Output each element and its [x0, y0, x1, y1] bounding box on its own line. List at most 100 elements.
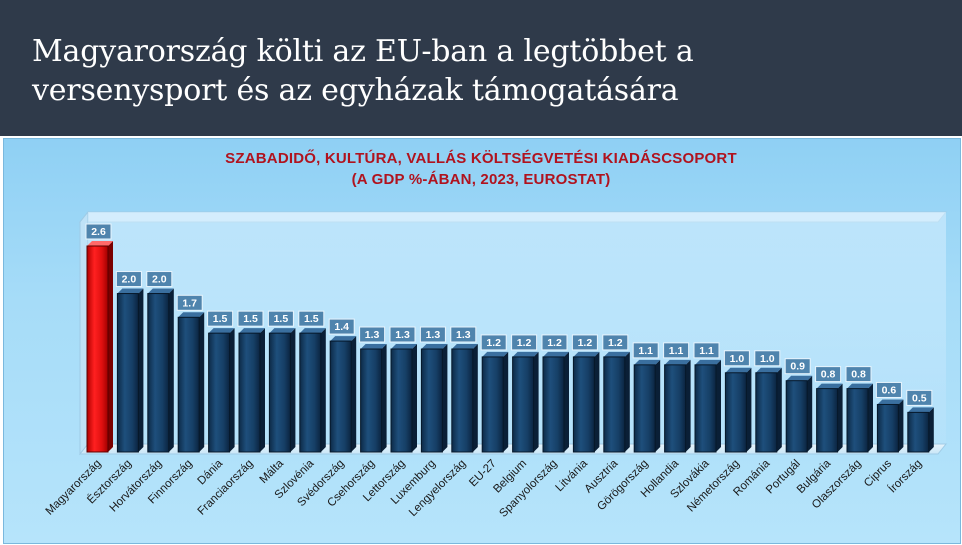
- value-label-box: [359, 326, 386, 343]
- value-label-box: [176, 294, 203, 311]
- value-label-text: 2.0: [152, 274, 167, 286]
- value-label-19: 1.1: [632, 342, 659, 359]
- value-label-box: [571, 334, 598, 351]
- value-label-text: 1.0: [730, 353, 745, 365]
- value-label-box: [754, 350, 781, 367]
- category-label-7: Málta: [258, 457, 287, 486]
- value-label-box: [237, 310, 264, 327]
- bar-side-face: [290, 328, 296, 452]
- value-label-24: 0.9: [784, 358, 811, 375]
- value-label-text: 1.5: [304, 313, 319, 325]
- value-label-box: [602, 334, 629, 351]
- value-label-text: 1.1: [699, 345, 714, 357]
- bar-front-face: [664, 364, 687, 453]
- bar-front-face: [451, 348, 474, 453]
- bar-top-face: [451, 344, 478, 349]
- bar-front-face: [208, 332, 231, 453]
- value-label-box: [784, 358, 811, 375]
- bar-top-face: [178, 312, 205, 318]
- value-label-text: 1.2: [547, 337, 562, 349]
- bar-side-face: [716, 359, 721, 452]
- value-label-10: 1.3: [359, 326, 386, 343]
- value-label-17: 1.2: [571, 334, 598, 351]
- bar-top-face: [664, 359, 691, 365]
- value-label-2: 2.0: [115, 271, 142, 288]
- value-label-text: 0.8: [821, 369, 836, 381]
- value-label-3: 2.0: [146, 271, 173, 288]
- bar-side-face: [199, 312, 205, 452]
- bar-3: [147, 288, 174, 453]
- value-label-text: 1.5: [274, 313, 289, 325]
- bar-front-face: [147, 293, 170, 453]
- bar-side-face: [746, 367, 752, 452]
- value-label-box: [207, 310, 234, 327]
- value-label-7: 1.5: [267, 310, 294, 327]
- bar-front-face: [238, 332, 261, 453]
- bar-front-face: [390, 348, 413, 453]
- bar-2: [116, 288, 144, 453]
- bar-front-face: [572, 356, 595, 453]
- value-label-box: [875, 381, 902, 398]
- bar-front-face: [724, 372, 747, 453]
- bar-side-face: [776, 367, 782, 452]
- value-label-13: 1.3: [450, 326, 477, 343]
- bar-side-face: [837, 383, 843, 452]
- bar-14: [481, 351, 509, 453]
- value-label-text: 1.0: [760, 353, 775, 365]
- bar-top-face: [725, 367, 752, 373]
- bar-7: [268, 328, 296, 453]
- value-label-box: [663, 342, 690, 359]
- bar-top-face: [634, 359, 661, 365]
- value-label-box: [389, 326, 416, 343]
- bar-side-face: [472, 344, 478, 452]
- bar-front-face: [481, 356, 504, 453]
- value-label-16: 1.2: [541, 334, 568, 351]
- value-label-6: 1.5: [237, 310, 264, 327]
- bar-side-face: [868, 383, 873, 452]
- bar-top-face: [360, 344, 387, 349]
- bar-top-face: [907, 407, 934, 413]
- bars-group: [86, 241, 934, 453]
- value-label-text: 1.2: [517, 337, 532, 349]
- value-label-box: [632, 342, 659, 359]
- bar-front-face: [360, 348, 383, 453]
- category-labels-group: MagyarországÉsztországHorvátországFinnor…: [44, 457, 925, 520]
- value-label-26: 0.8: [845, 366, 872, 383]
- value-label-text: 1.1: [669, 345, 684, 357]
- bar-10: [360, 344, 387, 453]
- bar-front-face: [907, 411, 930, 453]
- bar-front-face: [876, 403, 899, 453]
- bar-front-face: [268, 332, 291, 453]
- bar-22: [724, 367, 752, 453]
- bar-side-face: [229, 328, 235, 452]
- value-label-text: 1.1: [638, 345, 653, 357]
- bar-top-face: [117, 288, 144, 294]
- value-label-text: 1.3: [426, 329, 441, 341]
- value-label-box: [85, 223, 112, 240]
- value-label-box: [328, 318, 355, 335]
- category-label-13: Lengyelország: [407, 458, 468, 519]
- page-title: Magyarország költi az EU-ban a legtöbbet…: [32, 32, 932, 110]
- value-label-25: 0.8: [815, 366, 842, 383]
- bar-front-face: [633, 364, 656, 453]
- bar-top-face: [269, 328, 296, 334]
- bar-top-face: [543, 351, 569, 357]
- bar-18: [603, 351, 630, 453]
- bar-top-face: [208, 328, 235, 334]
- value-label-5: 1.5: [207, 310, 234, 327]
- bar-side-face: [928, 407, 934, 452]
- bar-top-face: [512, 351, 539, 357]
- bar-13: [451, 344, 478, 453]
- value-label-9: 1.4: [328, 318, 355, 335]
- header-banner: Magyarország költi az EU-ban a legtöbbet…: [0, 0, 962, 136]
- value-label-text: 1.5: [213, 313, 228, 325]
- value-label-11: 1.3: [389, 326, 416, 343]
- value-label-text: 1.4: [334, 321, 349, 333]
- bar-top-face: [816, 383, 843, 389]
- bar-11: [390, 344, 417, 453]
- bar-front-face: [420, 348, 443, 453]
- value-label-text: 1.2: [578, 337, 593, 349]
- bar-top-face: [421, 344, 448, 349]
- value-label-27: 0.6: [875, 381, 902, 398]
- bar-side-face: [412, 344, 417, 452]
